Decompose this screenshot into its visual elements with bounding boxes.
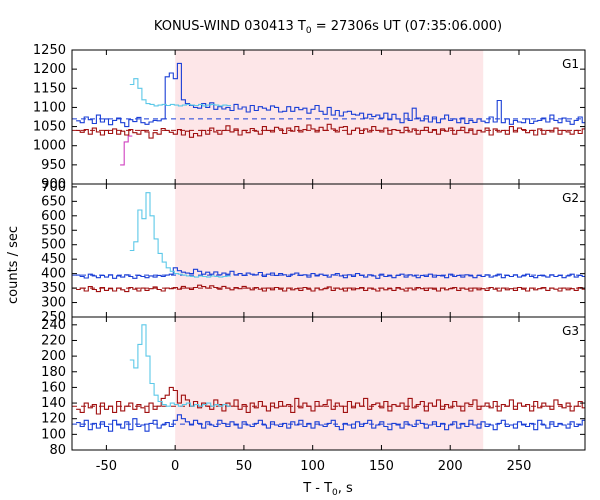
y-tick-label: 1000: [33, 139, 66, 154]
chart-title-sub: 0: [306, 26, 312, 36]
x-axis-label-sub: 0: [332, 488, 338, 498]
x-axis-label-main: T - T: [302, 481, 332, 496]
series-blue: [76, 62, 585, 128]
plot-area: [72, 324, 585, 432]
series-red: [76, 386, 585, 415]
x-tick-label: 150: [369, 459, 394, 474]
y-tick-label: 600: [41, 209, 66, 224]
plot-area: [72, 62, 585, 166]
x-tick-label: 250: [507, 459, 532, 474]
x-tick-label: 0: [171, 459, 179, 474]
series-blue: [76, 267, 585, 279]
chart-title: KONUS-WIND 030413 T0 = 27306s UT (07:35:…: [154, 19, 502, 36]
y-tick-label: 500: [41, 238, 66, 253]
y-tick-label: 120: [41, 412, 66, 427]
x-tick-label: 200: [438, 459, 463, 474]
chart-title-main: KONUS-WIND 030413 T: [154, 19, 306, 34]
x-axis-label-rest: , s: [338, 481, 353, 496]
panel-g1: 900 950 1000 1050 1100 1150 1200 1250 G1: [33, 43, 586, 192]
panel-label: G2: [562, 191, 579, 205]
y-axis-label: counts / sec: [6, 226, 21, 304]
y-tick-label: 100: [41, 427, 66, 442]
panel-label: G1: [562, 57, 579, 71]
y-tick-label: 1250: [33, 43, 66, 58]
y-tick-label: 160: [41, 380, 66, 395]
y-tick-label: 80: [49, 443, 66, 458]
panel-frame: [71, 316, 586, 451]
series-magenta: [120, 135, 133, 166]
y-tick-label: 1150: [33, 81, 66, 96]
series-cyan: [129, 324, 231, 407]
y-tick-label: 1050: [33, 120, 66, 135]
y-tick-label: 240: [41, 318, 66, 333]
panel-label: G3: [562, 324, 579, 338]
y-tick-label: 300: [41, 296, 66, 311]
interval-highlight: [175, 317, 484, 450]
y-tick-label: 450: [41, 252, 66, 267]
series-red: [76, 284, 585, 293]
y-tick-label: 350: [41, 281, 66, 296]
y-tick-label: 400: [41, 267, 66, 282]
y-tick-label: 180: [41, 365, 66, 380]
y-tick-label: 220: [41, 333, 66, 348]
panels: 900950100010501100115012001250G125030035…: [33, 43, 586, 474]
y-tick-label: 550: [41, 223, 66, 238]
y-tick-label: 700: [41, 180, 66, 195]
y-tick-label: 950: [41, 158, 66, 173]
series-cyan: [129, 78, 231, 107]
y-tick-label: 1100: [33, 100, 66, 115]
y-tick-label: 250: [41, 310, 66, 325]
x-axis-label: T - T0, s: [302, 481, 353, 498]
plot-area: [72, 192, 585, 293]
x-tick-label: 100: [300, 459, 325, 474]
series-red: [76, 123, 585, 139]
interval-highlight: [175, 184, 484, 317]
y-tick-label: 1200: [33, 62, 66, 77]
y-tick-label: 650: [41, 194, 66, 209]
chart-title-rest: = 27306s UT (07:35:06.000): [312, 19, 502, 34]
series-cyan: [129, 192, 231, 278]
x-tick-label: -50: [96, 459, 117, 474]
y-tick-label: 900: [41, 177, 66, 192]
y-tick-label: 200: [41, 349, 66, 364]
series-blue: [76, 414, 585, 432]
x-axis: -50 0 50 100 150 200 250: [96, 459, 532, 474]
y-tick-label: 140: [41, 396, 66, 411]
x-tick-label: 50: [236, 459, 253, 474]
